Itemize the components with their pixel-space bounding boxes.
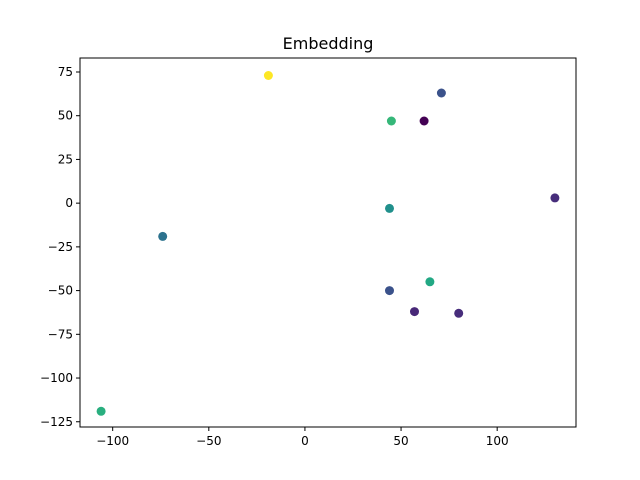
- data-point-6: [158, 231, 168, 241]
- x-tick-label-3: 50: [393, 434, 408, 448]
- data-point-7: [425, 277, 435, 287]
- data-point-8: [385, 286, 394, 296]
- y-tick-label-7: −100: [40, 371, 73, 385]
- data-point-3: [419, 116, 429, 126]
- data-point-4: [550, 193, 560, 203]
- data-point-9: [410, 307, 419, 317]
- y-tick-label-8: −125: [40, 415, 73, 429]
- y-tick-label-2: 25: [58, 152, 73, 166]
- data-point-2: [386, 116, 396, 126]
- plot-frame: [79, 57, 577, 428]
- y-tick-label-4: −25: [48, 240, 73, 254]
- data-point-10: [454, 308, 464, 318]
- x-tick-label-1: −50: [196, 434, 221, 448]
- x-tick-label-2: 0: [301, 434, 309, 448]
- y-tick-label-3: 0: [65, 196, 73, 210]
- ticks-layer: −100 −50 0 50 100 75 50 25 0 −25 −50 −75 −100 −125: [40, 65, 509, 448]
- x-tick-label-4: 100: [486, 434, 509, 448]
- data-point-5: [385, 203, 394, 213]
- y-tick-label-6: −75: [48, 327, 73, 341]
- data-point-0: [263, 71, 273, 80]
- points-layer: [96, 71, 560, 416]
- x-tick-label-0: −100: [96, 434, 129, 448]
- data-point-1: [436, 88, 446, 98]
- y-tick-label-0: 75: [58, 65, 73, 79]
- y-tick-label-5: −50: [48, 284, 73, 298]
- chart-title: Embedding: [283, 34, 374, 53]
- data-point-11: [96, 406, 106, 416]
- y-tick-label-1: 50: [58, 109, 73, 123]
